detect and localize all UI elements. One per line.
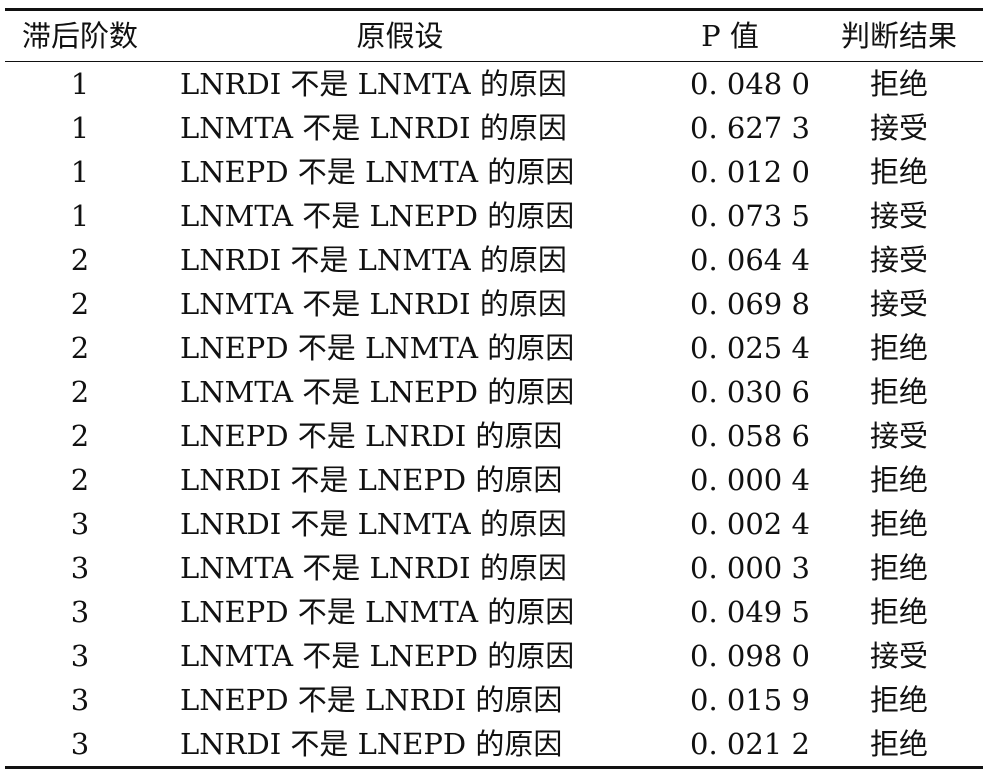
- null-hypothesis-cell: LNRDI 不是 LNEPD 的原因: [180, 463, 563, 497]
- null-hypothesis-cell: LNMTA 不是 LNEPD 的原因: [180, 639, 575, 673]
- header-result: 判断结果: [840, 19, 957, 53]
- result-cell: 拒绝: [869, 155, 928, 189]
- lag-order-cell: 2: [70, 287, 90, 321]
- null-hypothesis-cell: LNRDI 不是 LNMTA 的原因: [180, 243, 567, 277]
- null-hypothesis-cell: LNEPD 不是 LNMTA 的原因: [180, 155, 575, 189]
- null-hypothesis-cell: LNRDI 不是 LNMTA 的原因: [180, 67, 567, 101]
- null-hypothesis-cell: LNEPD 不是 LNRDI 的原因: [180, 419, 563, 453]
- result-cell: 接受: [869, 639, 928, 673]
- table-row: 3 LNEPD 不是 LNMTA 的原因 0. 049 5 拒绝: [5, 590, 983, 634]
- result-cell: 拒绝: [869, 463, 928, 497]
- null-hypothesis-cell: LNMTA 不是 LNRDI 的原因: [180, 551, 567, 585]
- null-hypothesis-cell: LNMTA 不是 LNEPD 的原因: [180, 199, 575, 233]
- p-value-cell: 0. 025 4: [690, 331, 810, 365]
- result-cell: 接受: [869, 287, 928, 321]
- granger-test-table: 滞后阶数 原假设 P 值 判断结果 1 LNRDI 不是 LNMTA 的原因 0. …: [5, 8, 983, 769]
- result-cell: 接受: [869, 419, 928, 453]
- lag-order-cell: 3: [70, 727, 90, 761]
- p-value-cell: 0. 058 6: [690, 419, 810, 453]
- result-cell: 接受: [869, 243, 928, 277]
- header-null-hypothesis: 原假设: [356, 19, 444, 53]
- p-value-cell: 0. 002 4: [690, 507, 810, 541]
- p-value-cell: 0. 000 3: [690, 551, 810, 585]
- lag-order-cell: 3: [70, 639, 90, 673]
- table-row: 2 LNMTA 不是 LNEPD 的原因 0. 030 6 拒绝: [5, 370, 983, 414]
- lag-order-cell: 2: [70, 331, 90, 365]
- table-row: 1 LNMTA 不是 LNRDI 的原因 0. 627 3 接受: [5, 106, 983, 150]
- result-cell: 拒绝: [869, 727, 928, 761]
- result-cell: 接受: [869, 199, 928, 233]
- header-row: 滞后阶数 原假设 P 值 判断结果: [5, 9, 983, 62]
- lag-order-cell: 3: [70, 683, 90, 717]
- lag-order-cell: 1: [70, 199, 90, 233]
- table-row: 1 LNRDI 不是 LNMTA 的原因 0. 048 0 拒绝: [5, 62, 983, 107]
- table-row: 2 LNMTA 不是 LNRDI 的原因 0. 069 8 接受: [5, 282, 983, 326]
- result-cell: 拒绝: [869, 375, 928, 409]
- p-value-cell: 0. 049 5: [690, 595, 810, 629]
- table-row: 2 LNRDI 不是 LNEPD 的原因 0. 000 4 拒绝: [5, 458, 983, 502]
- header-p-value: P 值: [701, 19, 759, 53]
- null-hypothesis-cell: LNMTA 不是 LNRDI 的原因: [180, 287, 567, 321]
- lag-order-cell: 2: [70, 463, 90, 497]
- null-hypothesis-cell: LNRDI 不是 LNMTA 的原因: [180, 507, 567, 541]
- p-value-cell: 0. 030 6: [690, 375, 810, 409]
- null-hypothesis-cell: LNEPD 不是 LNMTA 的原因: [180, 595, 575, 629]
- table-row: 3 LNRDI 不是 LNEPD 的原因 0. 021 2 拒绝: [5, 722, 983, 768]
- table-row: 3 LNMTA 不是 LNEPD 的原因 0. 098 0 接受: [5, 634, 983, 678]
- p-value-cell: 0. 021 2: [690, 727, 810, 761]
- table-row: 1 LNEPD 不是 LNMTA 的原因 0. 012 0 拒绝: [5, 150, 983, 194]
- null-hypothesis-cell: LNMTA 不是 LNRDI 的原因: [180, 111, 567, 145]
- table-row: 1 LNMTA 不是 LNEPD 的原因 0. 073 5 接受: [5, 194, 983, 238]
- p-value-cell: 0. 048 0: [690, 67, 810, 101]
- lag-order-cell: 1: [70, 67, 90, 101]
- p-value-cell: 0. 073 5: [690, 199, 810, 233]
- header-lag-order: 滞后阶数: [21, 19, 138, 53]
- table-header: 滞后阶数 原假设 P 值 判断结果: [5, 9, 983, 62]
- result-cell: 接受: [869, 111, 928, 145]
- table-row: 2 LNEPD 不是 LNMTA 的原因 0. 025 4 拒绝: [5, 326, 983, 370]
- lag-order-cell: 2: [70, 419, 90, 453]
- lag-order-cell: 2: [70, 375, 90, 409]
- table-row: 2 LNRDI 不是 LNMTA 的原因 0. 064 4 接受: [5, 238, 983, 282]
- p-value-cell: 0. 015 9: [690, 683, 810, 717]
- table-row: 3 LNEPD 不是 LNRDI 的原因 0. 015 9 拒绝: [5, 678, 983, 722]
- null-hypothesis-cell: LNEPD 不是 LNRDI 的原因: [180, 683, 563, 717]
- p-value-cell: 0. 627 3: [690, 111, 810, 145]
- null-hypothesis-cell: LNMTA 不是 LNEPD 的原因: [180, 375, 575, 409]
- table-row: 2 LNEPD 不是 LNRDI 的原因 0. 058 6 接受: [5, 414, 983, 458]
- lag-order-cell: 1: [70, 155, 90, 189]
- p-value-cell: 0. 098 0: [690, 639, 810, 673]
- result-cell: 拒绝: [869, 67, 928, 101]
- lag-order-cell: 3: [70, 551, 90, 585]
- p-value-cell: 0. 069 8: [690, 287, 810, 321]
- granger-test-table-container: 滞后阶数 原假设 P 值 判断结果 1 LNRDI 不是 LNMTA 的原因 0. …: [5, 8, 983, 769]
- result-cell: 拒绝: [869, 507, 928, 541]
- result-cell: 拒绝: [869, 331, 928, 365]
- p-value-cell: 0. 012 0: [690, 155, 810, 189]
- lag-order-cell: 2: [70, 243, 90, 277]
- result-cell: 拒绝: [869, 595, 928, 629]
- result-cell: 拒绝: [869, 683, 928, 717]
- result-cell: 拒绝: [869, 551, 928, 585]
- lag-order-cell: 1: [70, 111, 90, 145]
- null-hypothesis-cell: LNRDI 不是 LNEPD 的原因: [180, 727, 563, 761]
- table-row: 3 LNRDI 不是 LNMTA 的原因 0. 002 4 拒绝: [5, 502, 983, 546]
- table-body: 1 LNRDI 不是 LNMTA 的原因 0. 048 0 拒绝 1 LNMTA 不是 L…: [5, 62, 983, 768]
- p-value-cell: 0. 000 4: [690, 463, 810, 497]
- lag-order-cell: 3: [70, 507, 90, 541]
- p-value-cell: 0. 064 4: [690, 243, 810, 277]
- table-row: 3 LNMTA 不是 LNRDI 的原因 0. 000 3 拒绝: [5, 546, 983, 590]
- null-hypothesis-cell: LNEPD 不是 LNMTA 的原因: [180, 331, 575, 365]
- lag-order-cell: 3: [70, 595, 90, 629]
